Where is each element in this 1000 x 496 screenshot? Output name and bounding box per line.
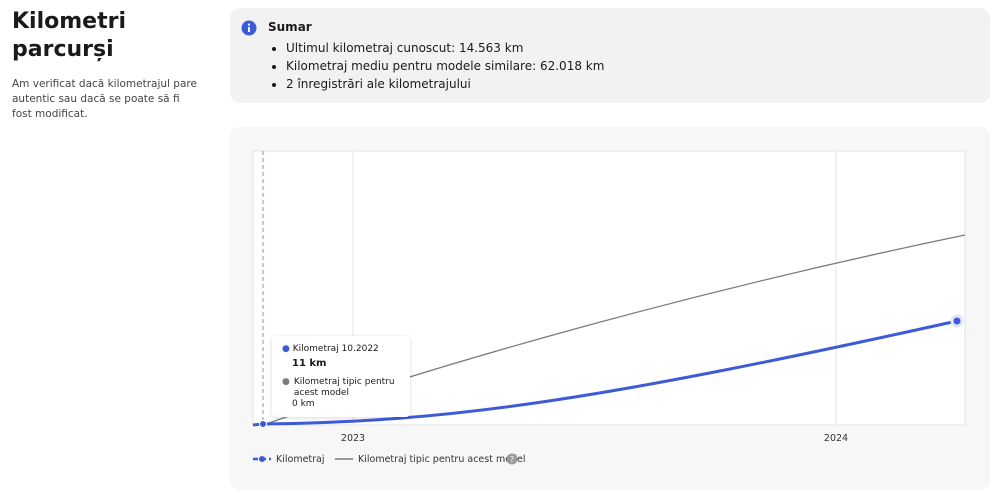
summary-item: 2 înregistrări ale kilometrajului <box>286 75 604 93</box>
mileage-line <box>252 319 958 427</box>
summary-box: Sumar Ultimul kilometraj cunoscut: 14.56… <box>230 8 990 103</box>
tooltip: ● Kilometraj 10.2022 11 km ● Kilometraj t… <box>272 336 410 417</box>
mileage-point <box>950 314 964 328</box>
tooltip-typical-value: 0 km <box>292 399 315 409</box>
help-icon[interactable] <box>506 453 518 465</box>
tooltip-value: 11 km <box>292 358 327 369</box>
legend-label: Kilometraj tipic pentru acest model <box>358 454 526 465</box>
summary-item: Kilometraj mediu pentru modele similare:… <box>286 57 604 75</box>
x-label: 2023 <box>341 433 365 444</box>
summary-list: Ultimul kilometraj cunoscut: 14.563 km K… <box>268 39 604 93</box>
legend-label: Kilometraj <box>276 454 325 465</box>
tooltip-typical: ● Kilometraj tipic pentru acest model <box>282 377 400 399</box>
tooltip-title: ● Kilometraj 10.2022 <box>282 344 379 354</box>
info-icon <box>241 20 257 36</box>
tooltip-title-text: Kilometraj 10.2022 <box>292 344 379 354</box>
tooltip-typical-label: Kilometraj tipic pentru acest model <box>293 377 395 398</box>
x-label: 2024 <box>824 433 848 444</box>
mileage-point <box>259 420 267 428</box>
summary-title: Sumar <box>268 20 312 34</box>
help-icon-glyph: ? <box>510 455 514 464</box>
legend-swatch <box>259 456 265 462</box>
title: Kilometri parcurși <box>12 9 126 62</box>
summary-item: Ultimul kilometraj cunoscut: 14.563 km <box>286 39 604 57</box>
description: Am verificat dacă kilometrajul pare aute… <box>12 78 197 120</box>
